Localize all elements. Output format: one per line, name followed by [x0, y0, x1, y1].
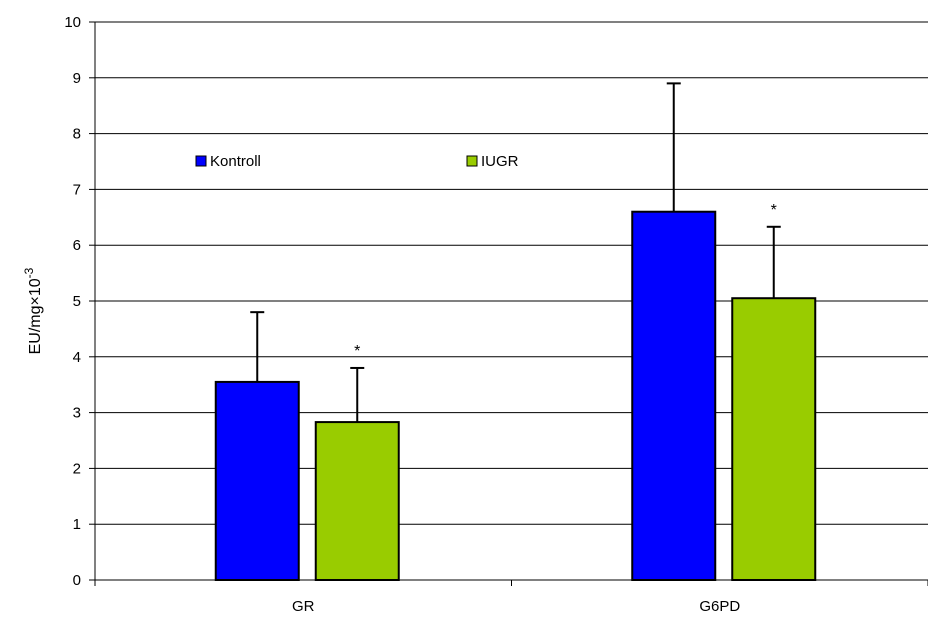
y-tick-label: 5 [73, 293, 81, 310]
bars [214, 210, 817, 581]
legend: Kontroll IUGR [195, 153, 519, 170]
x-category-label: GR [292, 598, 315, 615]
legend-swatch [195, 155, 207, 167]
y-tick-label: 0 [73, 572, 81, 589]
y-tick-label: 1 [73, 516, 81, 533]
axes [89, 21, 928, 586]
legend-label: Kontroll [210, 153, 261, 170]
axis-labels: 0 1 2 3 4 5 6 7 8 9 10 * GR * G6PD EU/mg×10-3 [22, 14, 777, 615]
legend-swatch [466, 155, 478, 167]
y-tick-label: 3 [73, 405, 81, 422]
y-tick-label: 6 [73, 237, 81, 254]
legend-label: IUGR [481, 153, 519, 170]
bar [214, 380, 300, 581]
bar [314, 421, 400, 581]
y-axis-label-base: EU/mg×10 [27, 278, 44, 354]
bar [731, 297, 817, 581]
y-tick-label: 4 [73, 349, 81, 366]
bar [631, 210, 717, 581]
y-tick-label: 2 [73, 460, 81, 477]
y-tick-label: 9 [73, 70, 81, 87]
y-tick-label: 7 [73, 181, 81, 198]
x-category-label: G6PD [699, 598, 740, 615]
y-axis-label: EU/mg×10-3 [22, 267, 44, 354]
y-tick-label: 10 [64, 14, 81, 31]
error-bars [250, 82, 781, 423]
y-tick-label: 8 [73, 126, 81, 143]
y-axis-label-exponent: -3 [22, 267, 36, 278]
significance-marker: * [771, 202, 777, 219]
significance-marker: * [354, 343, 360, 360]
